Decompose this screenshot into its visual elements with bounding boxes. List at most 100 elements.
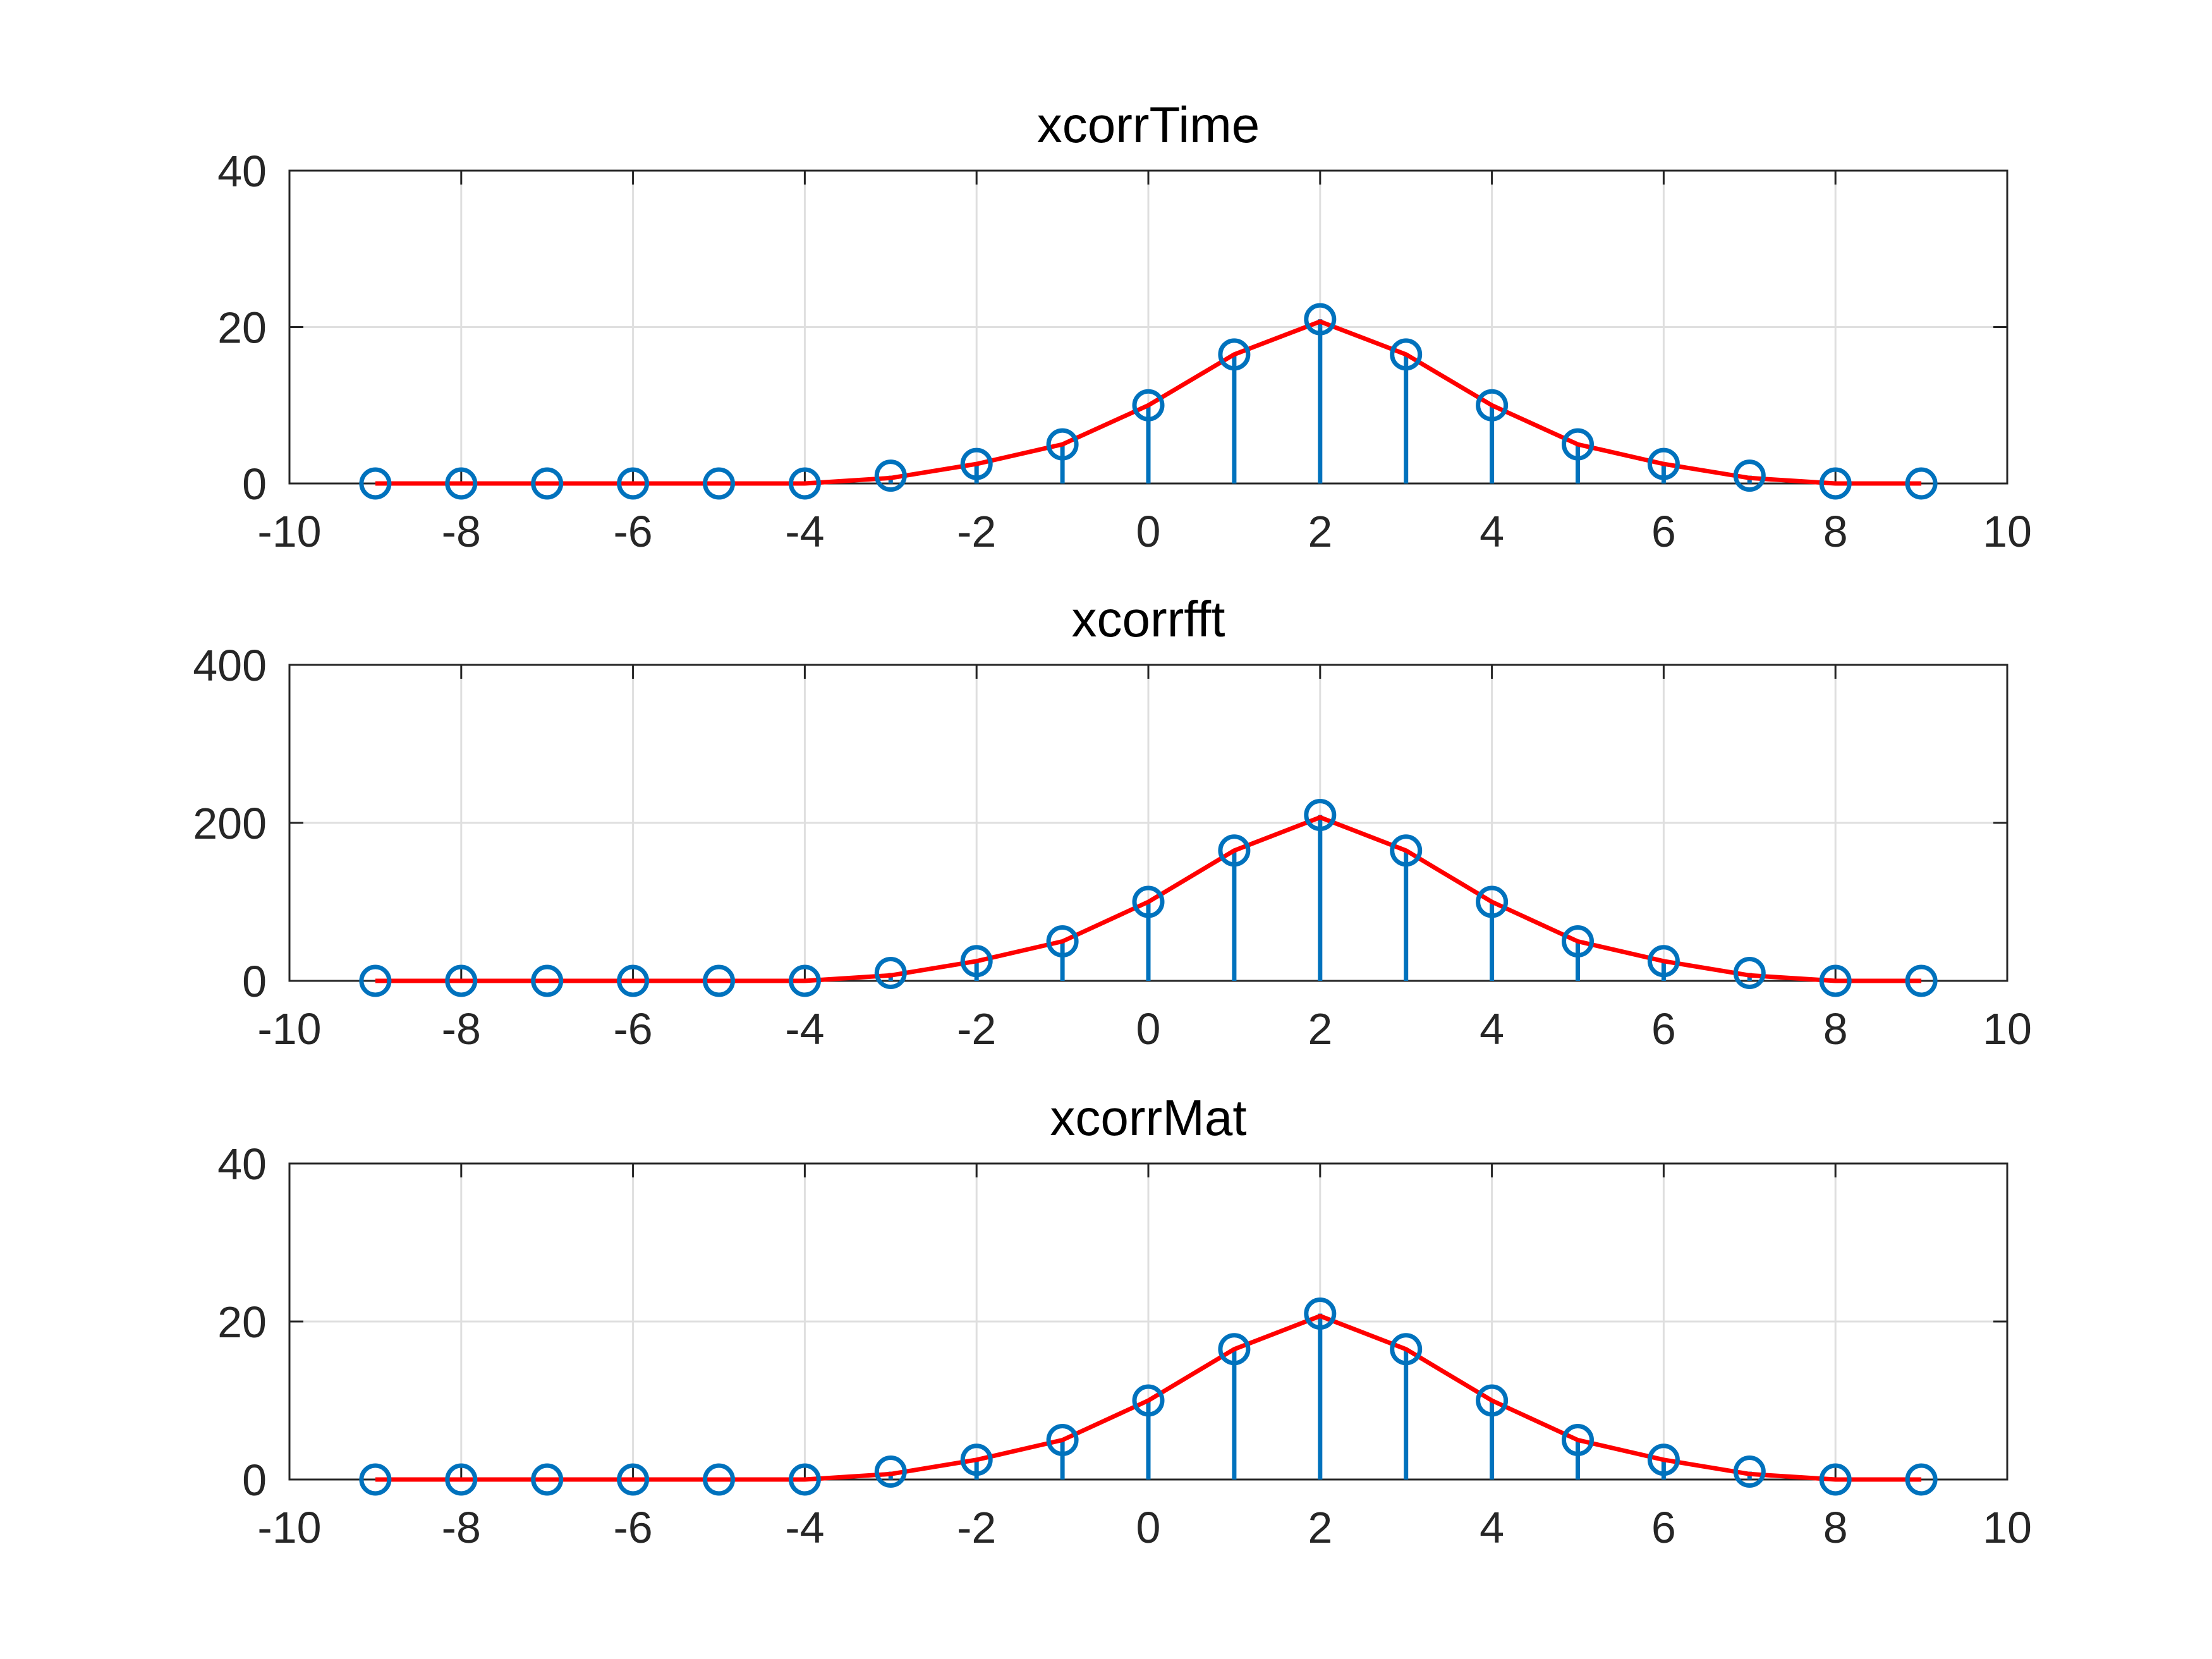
x-tick-label: 8 [1823,1503,1848,1552]
stem-marker [445,1463,478,1496]
x-tick-label: 6 [1651,507,1676,556]
subplot-2: -10 -8 -6 -4 -2 0 2 4 6 8 10 0 200 400 xcorrfft [193,591,2032,1054]
x-tick-label: 10 [1983,1004,2032,1054]
y-tick-label: 40 [217,147,267,196]
line-series [375,319,1922,486]
stem-marker [1046,1424,1079,1456]
stem-marker [703,964,735,997]
stem-marker [788,467,821,500]
stem-marker [1304,303,1337,336]
stem-marker [359,1463,392,1496]
stem-marker [960,945,993,978]
x-tick-label: -8 [442,1503,481,1552]
stem-marker [874,957,907,989]
stem-marker [1476,1384,1509,1417]
stem-marker [788,964,821,997]
x-tick-label: 6 [1651,1503,1676,1552]
stem-marker [359,964,392,997]
stem-marker [617,1463,650,1496]
stem-marker [1218,1333,1251,1366]
stem-marker [1562,925,1594,957]
stem-marker [1733,1455,1766,1488]
y-tick-label: 400 [193,641,267,690]
x-tick-label: 4 [1480,1503,1504,1552]
x-tick-label: 8 [1823,507,1848,556]
x-tick-label: -6 [613,507,652,556]
y-tick-label: 0 [242,459,267,509]
x-tick-label: -4 [785,1503,824,1552]
x-tick-label: -8 [442,1004,481,1054]
stem-marker [617,467,650,500]
stem-marker [703,467,735,500]
stem-marker [1733,957,1766,989]
x-tick-label: -6 [613,1004,652,1054]
y-tick-label: 20 [217,1297,267,1347]
stem-marker [1304,799,1337,831]
stem-marker [1218,338,1251,371]
x-tick-label: 2 [1308,1503,1332,1552]
stem-marker [1218,834,1251,867]
stem-marker [1390,834,1423,867]
stem-marker [1562,1424,1594,1456]
stem-marker [1132,389,1165,422]
x-tick-label: 10 [1983,1503,2032,1552]
stem-marker [1905,964,1938,997]
subplot-1: -10 -8 -6 -4 -2 0 2 4 6 8 10 0 20 40 xcorrTime [217,97,2032,556]
stem-marker [359,467,392,500]
stem-marker [531,964,564,997]
stem-marker [1819,467,1852,500]
stem-marker [1476,389,1509,422]
stem-marker [1819,964,1852,997]
stem-marker [1647,1443,1680,1476]
x-tick-label: -10 [257,1004,321,1054]
stem-marker [1819,1463,1852,1496]
y-tick-label: 0 [242,957,267,1006]
stem-markers [359,799,1938,997]
y-tick-label: 40 [217,1139,267,1189]
stem-marker [445,964,478,997]
line-series [375,1313,1922,1482]
stem-marker [1562,428,1594,461]
stem-marker [1304,1297,1337,1330]
y-tick-label: 200 [193,799,267,848]
x-tick-label: 0 [1136,1503,1161,1552]
stem-marker [1476,885,1509,918]
stem-marker [703,1463,735,1496]
stem-marker [1132,1384,1165,1417]
x-tick-label: 0 [1136,507,1161,556]
stem-marker [1390,1333,1423,1366]
x-tick-label: -10 [257,1503,321,1552]
chart-title: xcorrfft [1071,591,1225,647]
x-tick-label: 2 [1308,507,1332,556]
stem-marker [874,1455,907,1488]
stem-marker [617,964,650,997]
stem-marker [788,1463,821,1496]
chart-title: xcorrTime [1037,97,1260,153]
x-tick-label: 0 [1136,1004,1161,1054]
tick-marks [288,664,2008,982]
stem-marker [1132,885,1165,918]
x-tick-label: -2 [957,507,996,556]
stem-marker [1647,447,1680,480]
x-tick-label: -10 [257,507,321,556]
line-series [375,815,1922,983]
stem-markers [359,1297,1938,1496]
x-tick-label: -4 [785,1004,824,1054]
stem-marker [1647,945,1680,978]
stem-marker [1733,459,1766,492]
stem-marker [960,1443,993,1476]
stem-marker [960,447,993,480]
stem-marker [1046,925,1079,957]
stem-marker [1905,1463,1938,1496]
x-tick-label: -2 [957,1503,996,1552]
y-tick-label: 0 [242,1455,267,1505]
stem-marker [1390,338,1423,371]
x-tick-label: 2 [1308,1004,1332,1054]
stem-marker [874,459,907,492]
stem-markers [359,303,1938,500]
x-tick-label: 6 [1651,1004,1676,1054]
x-tick-label: 4 [1480,1004,1504,1054]
y-tick-label: 20 [217,303,267,353]
x-tick-label: -2 [957,1004,996,1054]
